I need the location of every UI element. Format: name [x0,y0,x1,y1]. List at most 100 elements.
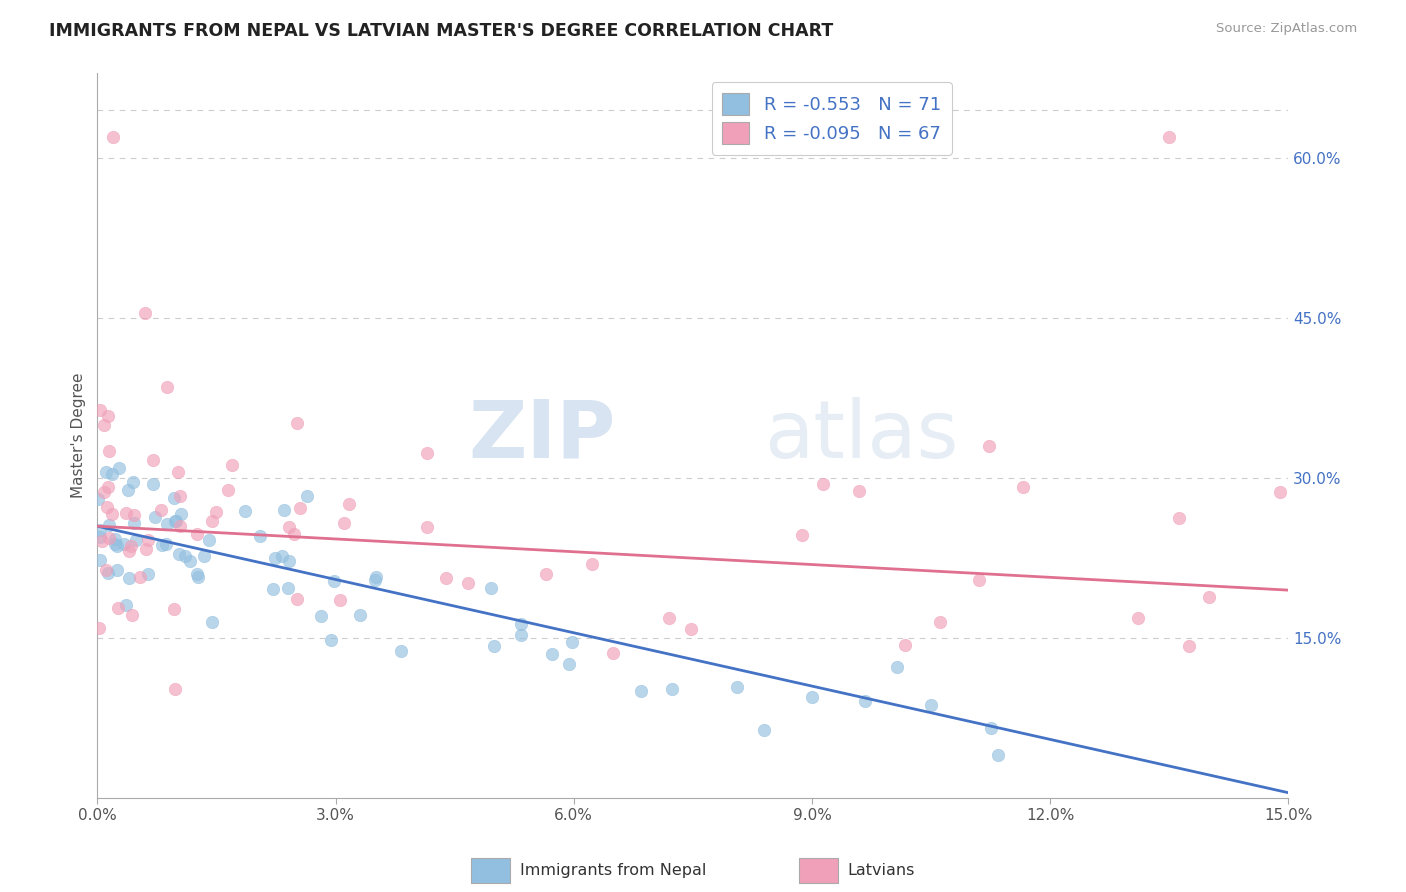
Point [1198,590,1220,604]
Point [309,609,332,624]
Point [201,615,224,630]
Point [534,566,557,581]
Point [337,497,360,511]
Point [173,549,195,563]
Point [630,683,652,698]
Point [285,417,308,431]
Point [163,491,186,505]
Point [169,508,191,522]
Point [187,570,209,584]
Point [790,528,813,542]
Point [661,682,683,697]
Point [540,647,562,661]
Point [142,476,165,491]
Point [277,581,299,595]
Point [93,485,115,500]
Point [156,379,179,393]
Point [89,530,111,544]
Point [179,554,201,568]
Point [894,638,917,652]
Point [97,409,120,423]
Point [389,643,412,657]
Point [1012,480,1035,494]
Point [104,532,127,546]
Point [143,509,166,524]
Point [136,533,159,547]
Point [136,566,159,581]
Point [122,475,145,489]
Text: Immigrants from Nepal: Immigrants from Nepal [520,863,707,878]
Y-axis label: Master's Degree: Master's Degree [72,373,86,499]
Point [89,553,111,567]
Point [249,529,271,543]
Point [1126,611,1149,625]
Point [97,566,120,581]
Point [980,721,1002,735]
Point [98,531,121,545]
Point [101,467,124,482]
Point [155,537,177,551]
Point [89,621,111,635]
Point [98,444,121,458]
Point [581,557,603,571]
Point [285,591,308,606]
Point [163,514,186,528]
Point [121,607,143,622]
Point [457,576,479,591]
Point [658,611,681,625]
Text: ZIP: ZIP [468,397,616,475]
Point [288,500,311,515]
Point [169,489,191,503]
Point [987,748,1010,763]
Point [1168,510,1191,524]
Text: atlas: atlas [765,397,959,475]
Point [929,615,952,630]
Point [217,483,239,497]
Point [510,628,533,642]
Point [115,598,138,612]
Point [193,549,215,564]
Point [117,483,139,497]
Point [813,476,835,491]
Point [122,508,145,522]
Point [163,602,186,616]
Point [297,489,319,503]
Point [90,533,112,548]
Point [1159,130,1181,145]
Point [349,608,371,623]
Point [135,542,157,557]
Point [415,446,437,460]
Point [364,570,387,584]
Point [848,483,870,498]
Point [602,647,624,661]
Point [166,466,188,480]
Point [97,518,120,533]
Point [89,403,111,417]
Point [118,543,141,558]
Point [96,500,118,514]
Point [1270,484,1292,499]
Point [886,660,908,674]
Point [118,571,141,585]
Point [107,461,129,475]
Point [186,526,208,541]
Point [112,537,135,551]
Point [149,502,172,516]
Point [364,573,387,587]
Point [264,551,287,566]
Point [97,480,120,494]
Point [853,693,876,707]
Point [558,657,581,671]
Point [561,635,583,649]
Point [105,539,128,553]
Point [725,680,748,694]
Point [329,593,352,607]
Point [142,452,165,467]
Point [167,548,190,562]
Point [277,519,299,533]
Point [283,527,305,541]
Point [94,465,117,479]
Point [221,458,243,472]
Point [93,418,115,433]
Point [120,539,142,553]
